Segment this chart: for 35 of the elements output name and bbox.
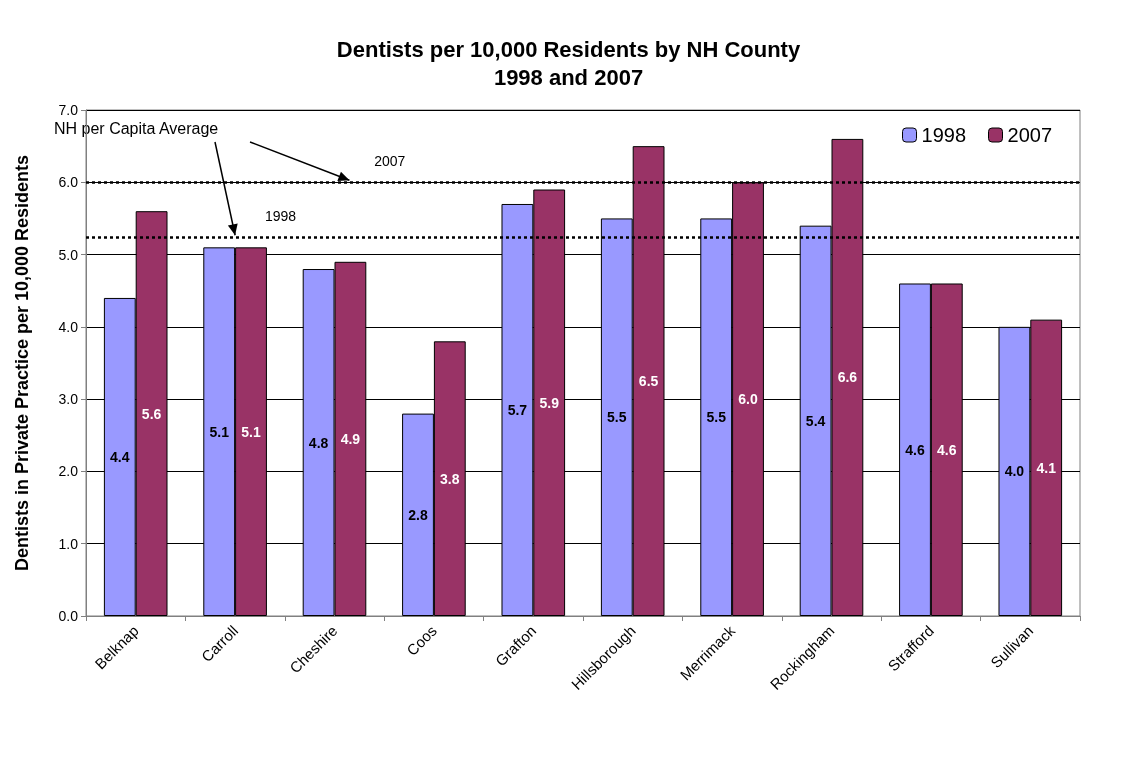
y-tick-label: 4.0: [58, 318, 79, 335]
data-label: 5.6: [141, 405, 162, 422]
y-axis-title: Dentists in Private Practice per 10,000 Residents: [12, 154, 32, 572]
data-label: 5.5: [706, 409, 727, 426]
data-label: 4.8: [308, 434, 329, 451]
y-tick-label: 3.0: [58, 391, 79, 408]
y-tick-label: 6.0: [58, 174, 79, 191]
data-label: 2.8: [408, 506, 428, 523]
data-label: 6.5: [638, 373, 659, 390]
data-label: 5.7: [507, 401, 528, 418]
data-label: 5.1: [241, 423, 261, 440]
data-label: 5.9: [539, 394, 560, 411]
data-label: 5.1: [209, 423, 230, 440]
data-label: 6.0: [738, 391, 758, 408]
chart-title: Dentists per 10,000 Residents by NH County 1998 and 2007: [336, 36, 801, 90]
data-label: 5.4: [805, 412, 826, 429]
y-tick-label: 1.0: [58, 535, 79, 552]
data-label: 4.6: [937, 441, 957, 458]
legend-label: 2007: [1007, 124, 1053, 146]
data-label: 4.0: [1004, 463, 1025, 480]
data-label: 6.6: [837, 369, 858, 386]
data-label: 4.6: [905, 441, 925, 458]
data-label: 4.9: [340, 430, 361, 447]
data-label: 3.8: [440, 470, 460, 487]
annotation: 1998: [264, 208, 297, 225]
y-tick-label: 7.0: [58, 102, 79, 118]
data-label: 4.1: [1036, 459, 1057, 476]
data-label: 5.5: [607, 409, 627, 426]
y-tick-label: 0.0: [58, 608, 79, 624]
legend-label: 1998: [921, 124, 967, 146]
y-tick-label: 5.0: [58, 246, 79, 263]
annotation: 2007: [374, 153, 406, 170]
data-label: 4.4: [110, 448, 130, 465]
annotation: NH per Capita Average: [54, 119, 219, 137]
y-tick-label: 2.0: [58, 463, 79, 480]
